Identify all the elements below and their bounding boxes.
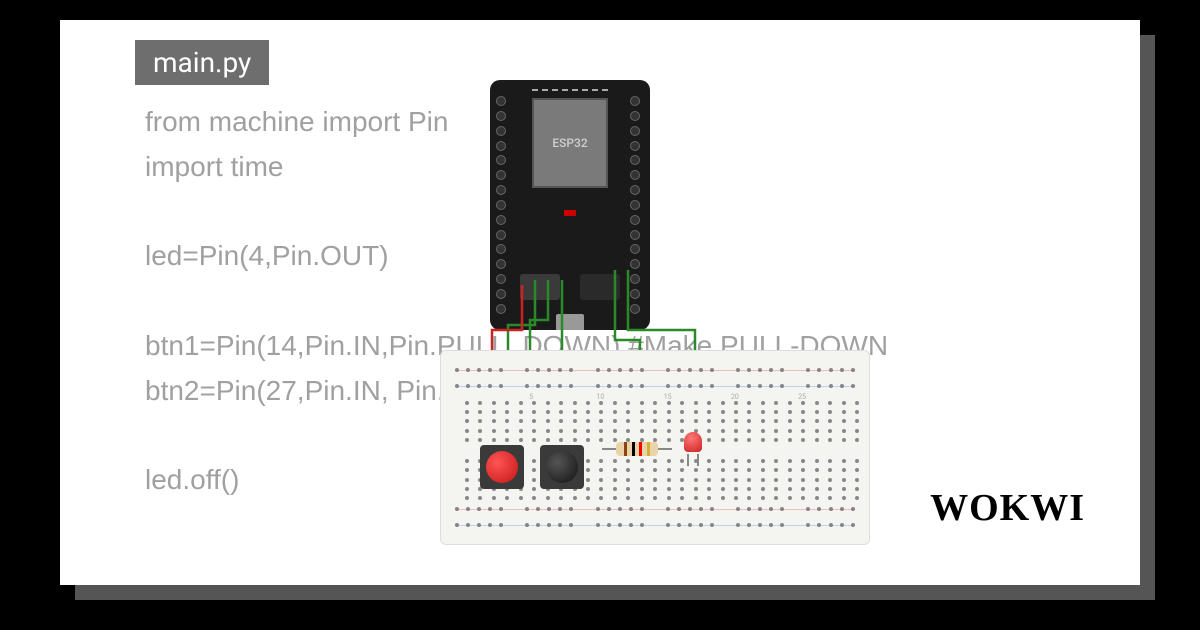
esp32-pins-left — [496, 90, 510, 320]
esp32-en-button[interactable] — [520, 274, 560, 300]
led-anode — [687, 454, 689, 466]
led-cathode — [697, 454, 699, 466]
resistor-band-4 — [647, 442, 650, 456]
esp32-antenna — [532, 85, 608, 97]
code-line-2: import time — [145, 151, 283, 182]
esp32-chip: ESP32 — [532, 98, 608, 188]
resistor[interactable] — [602, 442, 672, 456]
led-bulb — [684, 432, 702, 452]
pushbutton-red[interactable] — [480, 445, 524, 489]
esp32-board[interactable]: ESP32 — [490, 80, 650, 330]
resistor-body — [616, 442, 658, 456]
pushbutton-red-cap — [486, 451, 518, 483]
resistor-lead-right — [658, 448, 672, 450]
code-line-1: from machine import Pin — [145, 106, 448, 137]
esp32-chip-label: ESP32 — [534, 136, 606, 150]
esp32-boot-button[interactable] — [580, 274, 620, 300]
resistor-band-2 — [632, 442, 635, 456]
esp32-onboard-led — [564, 210, 576, 216]
bb-rail-bot-neg — [455, 514, 855, 536]
bb-rail-top-neg — [455, 375, 855, 397]
circuit-diagram: ESP32 — [440, 80, 920, 550]
logo-text: WOKWI — [930, 487, 1085, 529]
preview-card: main.py from machine import Pin import t… — [60, 20, 1140, 585]
pushbutton-black-cap — [546, 451, 578, 483]
led-red[interactable] — [684, 432, 702, 458]
resistor-lead-left — [602, 448, 616, 450]
wokwi-logo: WOKWI — [930, 486, 1085, 530]
code-line-9: led.off() — [145, 464, 239, 495]
file-tab[interactable]: main.py — [135, 40, 269, 85]
pushbutton-black[interactable] — [540, 445, 584, 489]
esp32-pins-right — [630, 90, 644, 320]
resistor-band-3 — [639, 442, 642, 456]
resistor-band-1 — [624, 442, 627, 456]
esp32-usb-port — [556, 314, 584, 330]
code-line-4: led=Pin(4,Pin.OUT) — [145, 240, 389, 271]
file-name-label: main.py — [153, 46, 251, 79]
